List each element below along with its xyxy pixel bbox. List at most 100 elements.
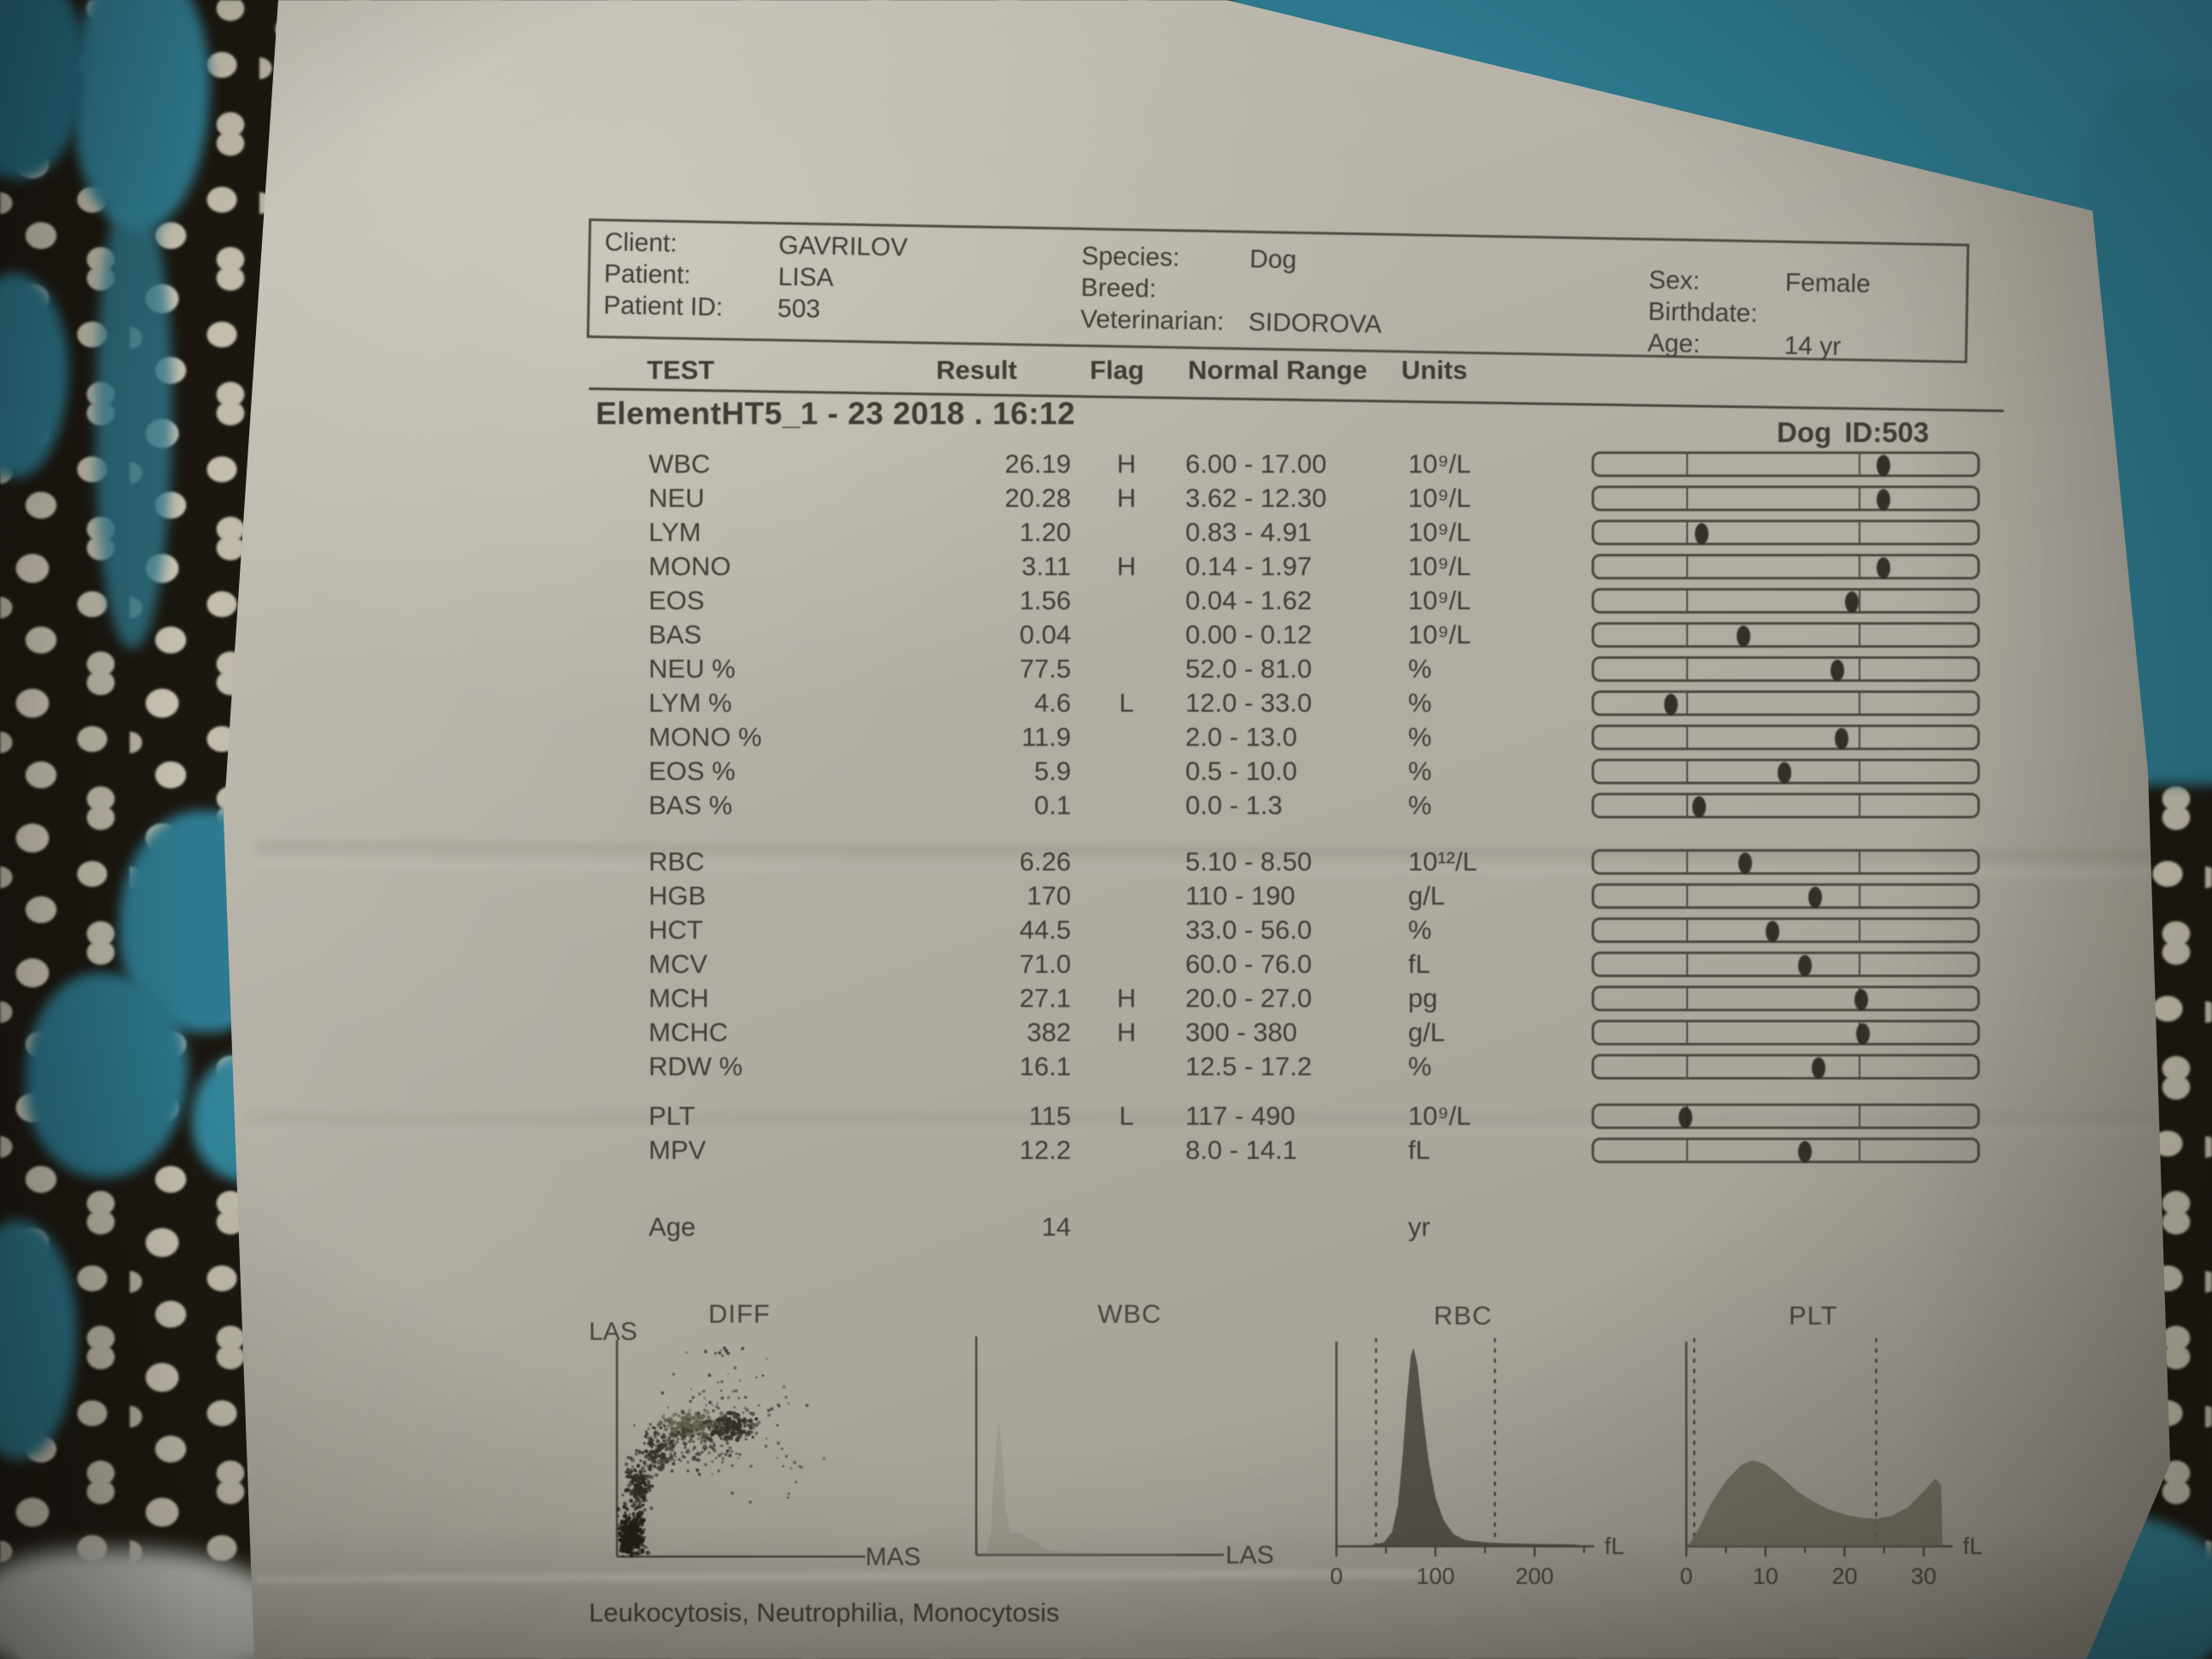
table-row: WBC 26.19 H 6.00 - 17.00 10⁹/L [589,447,2023,481]
flag-value: L [1119,688,1134,718]
test-name: MCH [649,983,709,1013]
range-bar [1592,883,1980,909]
patient-info-field: Client: GAVRILOV [604,228,908,262]
test-name: MONO [649,551,731,581]
col-header-flag: Flag [1090,355,1144,385]
range-tick [1685,1140,1689,1161]
x-axis-label: MAS [865,1543,922,1571]
range-tick [1685,988,1689,1009]
unit-label: % [1408,790,1432,820]
range-tick [1858,795,1861,816]
table-row: Age 14 yr [589,1210,2023,1244]
range-tick [1685,1057,1689,1077]
table-row: MCHC 382 H 300 - 380 g/L [589,1016,2023,1050]
range-bar-frame [1592,520,1980,545]
table-row: BAS 0.04 0.00 - 0.12 10⁹/L [589,618,2023,652]
result-value: 77.5 [1019,654,1071,684]
result-marker [1737,626,1751,647]
normal-range: 60.0 - 76.0 [1185,949,1313,979]
range-tick [1685,522,1689,543]
range-bar-frame [1592,986,1980,1011]
table-row: PLT 115 L 117 - 490 10⁹/L [589,1099,2023,1133]
table-row: BAS % 0.1 0.0 - 1.3% [589,789,2023,823]
range-tick [1685,954,1689,975]
range-bar [1592,952,1980,977]
result-value: 0.04 [1019,620,1071,649]
test-name: HCT [649,915,703,945]
svg-text:10: 10 [1753,1563,1778,1589]
table-row: MCV 71.0 60.0 - 76.0 fL [589,947,2023,981]
result-value: 16.1 [1019,1051,1071,1081]
unit-label: pg [1408,983,1438,1013]
chart-title: WBC [1097,1299,1162,1329]
range-tick [1858,454,1861,474]
range-bar [1592,849,1980,875]
unit-label: fL [1408,1135,1430,1165]
normal-range: 0.0 - 1.3 [1185,790,1283,820]
range-bar-frame [1592,486,1980,511]
flag-value: H [1116,983,1137,1013]
svg-text:0: 0 [1679,1563,1692,1589]
range-bar [1592,986,1980,1011]
range-bar [1592,1020,1980,1045]
range-tick [1858,886,1861,906]
flag-value: H [1116,449,1137,479]
test-name: MONO % [649,722,762,752]
result-value: 382 [1027,1017,1071,1047]
field-label: Patient ID: [602,291,724,322]
range-tick [1685,727,1689,748]
patient-info-field: Species: Dog [1081,242,1297,275]
range-tick [1858,761,1861,782]
range-tick [1685,556,1689,577]
range-tick [1685,659,1689,679]
unit-label: 10⁹/L [1408,551,1471,581]
normal-range: 5.10 - 8.50 [1185,847,1313,876]
chart-title: RBC [1434,1301,1493,1330]
normal-range: 8.0 - 14.1 [1185,1135,1297,1165]
range-tick [1685,693,1689,713]
range-bar [1592,588,1980,614]
result-value: 6.26 [1019,847,1071,876]
range-tick [1685,920,1689,940]
result-marker [1811,1057,1825,1079]
range-tick [1685,625,1689,645]
range-tick [1858,659,1861,679]
range-bar-frame [1592,588,1980,614]
result-value: 1.56 [1019,585,1071,615]
range-tick [1858,1057,1861,1077]
result-group: PLT 115 L 117 - 490 10⁹/L MPV 12.2 8.0 - 14.1 fL [589,1099,2023,1167]
test-name: LYM % [649,688,732,718]
range-bar-frame [1592,1138,1980,1163]
range-tick [1685,591,1689,611]
range-bar [1592,554,1980,579]
flag-value: H [1116,551,1137,581]
result-value: 26.19 [1004,449,1071,479]
test-name: MCV [649,949,707,979]
range-bar [1592,759,1980,784]
unit-label: % [1408,688,1432,718]
chart-wbc: WBC LAS [954,1299,1321,1598]
range-tick [1858,1140,1861,1161]
result-marker [1692,796,1707,818]
normal-range: 12.5 - 17.2 [1185,1051,1313,1081]
test-name: EOS % [649,756,736,786]
range-tick [1685,852,1689,872]
result-marker [1834,728,1848,749]
field-label: Breed: [1080,273,1157,304]
result-value: 20.28 [1004,483,1071,513]
result-marker [1663,694,1678,715]
table-row: RDW % 16.1 12.5 - 17.2% [589,1050,2023,1084]
patient-info-field: Veterinarian: SIDOROVA [1080,306,1382,339]
unit-label: 10⁹/L [1408,585,1471,615]
result-value: 5.9 [1033,756,1071,786]
range-bar-frame [1592,451,1980,477]
unit-label: % [1408,654,1432,684]
range-tick [1685,1022,1689,1043]
normal-range: 0.04 - 1.62 [1185,585,1313,615]
table-row: EOS 1.56 0.04 - 1.62 10⁹/L [589,584,2023,618]
unit-label: % [1408,756,1432,786]
range-bar-frame [1592,725,1980,750]
test-name: BAS % [649,790,733,820]
result-value: 170 [1027,881,1071,911]
device-id-label: Dog ID:503 [1777,416,1930,448]
